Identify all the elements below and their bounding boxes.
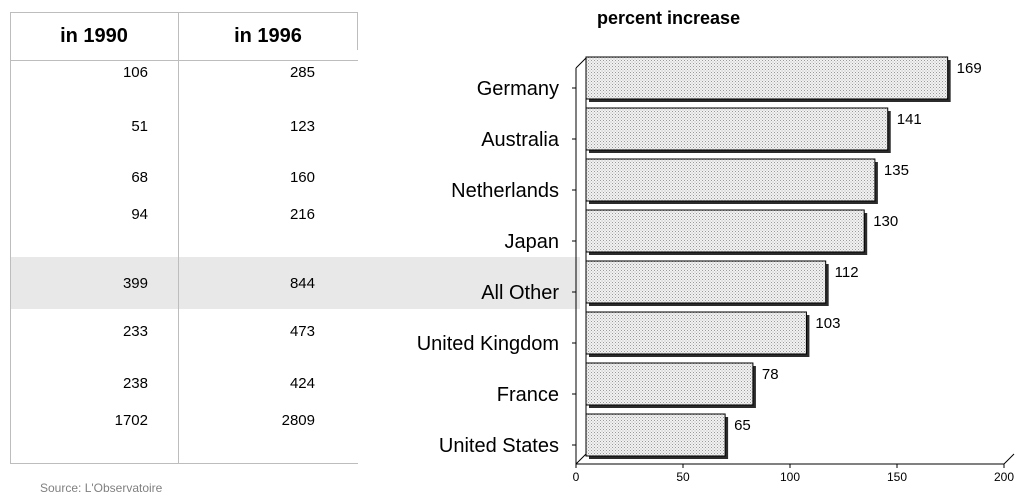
bar [585,362,754,406]
cell-1990: 68 [131,169,148,186]
cell-1996: 160 [289,169,315,186]
highlight-band [10,257,580,309]
data-table: in 1990 in 1996 106 285 51 123 68 160 94 216 399… [10,12,358,464]
cell-1996: 123 [289,118,315,135]
table-row: 233 473 [10,309,358,361]
table-row: 1702 2809 [10,412,358,452]
x-tick-label: 50 [676,470,690,484]
cell-1996: 216 [289,206,315,223]
bar [585,107,889,151]
bar-group: 112 All Other [481,260,859,306]
cell-1990: 94 [131,206,148,223]
data-label: 169 [957,60,982,77]
y-axis-depth-line [575,57,587,69]
table-row: 106 285 [10,50,358,104]
x-tick-label: 100 [780,470,800,484]
bar [585,413,726,457]
data-label: 141 [897,111,922,128]
table-border-bottom [10,463,358,464]
category-label: France [497,384,559,406]
cell-1990: 51 [131,118,148,135]
table-column-divider [178,12,179,464]
x-tick-label: 0 [573,470,580,484]
data-label: 103 [815,315,840,332]
table-row: 399 844 [10,257,358,309]
bar-group: 169 Germany [477,56,982,102]
bar [585,311,807,355]
category-label: Netherlands [451,180,559,202]
category-label: United States [439,435,559,457]
bar [585,158,876,202]
cell-1996: 424 [289,375,315,392]
table-row: 51 123 [10,104,358,155]
cell-1996: 2809 [281,412,315,429]
bar [585,209,865,253]
category-label: United Kingdom [417,333,559,355]
source-note: Source: L'Observatoire [40,481,163,495]
bar-group: 78 France [497,362,779,408]
table-column-divider [357,12,358,50]
category-label: Germany [477,78,559,100]
category-label: All Other [481,282,559,304]
cell-1990: 233 [122,323,148,340]
bar-group: 65 United States [439,413,751,459]
bar [585,260,827,304]
x-axis-depth-line [1003,453,1015,465]
cell-1990: 106 [122,64,148,81]
category-label: Australia [481,129,560,151]
cell-1990: 1702 [114,412,148,429]
table-row: 94 216 [10,206,358,257]
table-border-left [10,12,11,464]
bar-group: 135 Netherlands [451,158,909,204]
bar-group: 141 Australia [481,107,922,153]
x-axis-depth-line [575,453,587,465]
data-label: 130 [873,213,898,230]
cell-1996: 285 [289,64,315,81]
cell-1990: 399 [122,275,148,292]
bar-group: 103 United Kingdom [417,311,840,357]
data-label: 78 [762,366,779,383]
table-header-divider [10,60,358,61]
cell-1996: 473 [289,323,315,340]
chart-title: percent increase [597,8,740,28]
table-row: 68 160 [10,155,358,206]
x-tick-label: 150 [887,470,907,484]
data-label: 135 [884,162,909,179]
cell-1996: 844 [289,275,315,292]
data-label: 112 [835,264,859,281]
column-header-1990: in 1990 [60,25,128,47]
bar [585,56,949,100]
bar-group: 130 Japan [505,209,898,255]
cell-1990: 238 [122,375,148,392]
table-border-top [10,12,358,13]
table-row: 238 424 [10,361,358,412]
data-label: 65 [734,417,751,434]
column-header-1996: in 1996 [234,25,302,47]
category-label: Japan [505,231,560,253]
x-tick-label: 200 [994,470,1014,484]
